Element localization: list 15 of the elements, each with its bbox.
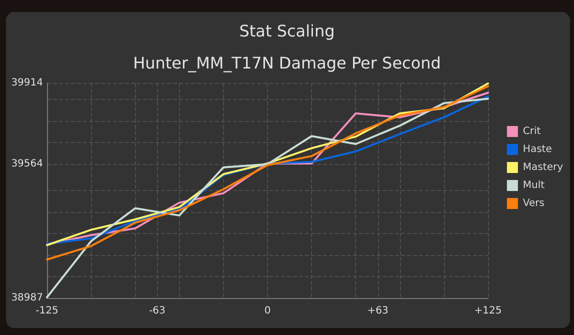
chart-title: Stat Scaling (239, 22, 335, 40)
x-tick-label: -63 (149, 306, 166, 316)
y-tick-label: 39564 (11, 158, 43, 170)
x-tick-label: +63 (367, 306, 388, 316)
y-tick-label: 38987 (11, 292, 43, 304)
x-tick-label: -125 (36, 306, 58, 316)
legend-label: Mult (522, 180, 545, 191)
legend-label: Mastery (522, 162, 564, 173)
chart-subtitle: Hunter_MM_T17N Damage Per Second (133, 54, 441, 72)
x-tick-label: +125 (474, 306, 502, 316)
x-tick-label: 0 (264, 306, 271, 316)
legend-label: Vers (522, 198, 544, 209)
y-tick-label: 39914 (11, 78, 43, 88)
legend-label: Crit (522, 126, 541, 137)
legend-label: Haste (522, 144, 552, 155)
